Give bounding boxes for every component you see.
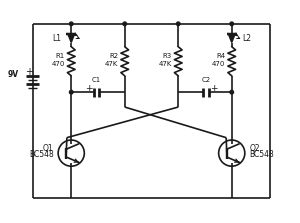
Text: +: + <box>25 67 33 77</box>
Polygon shape <box>229 34 235 43</box>
Text: 470: 470 <box>212 61 225 67</box>
Polygon shape <box>68 34 74 43</box>
Text: R1: R1 <box>56 53 65 59</box>
Text: C1: C1 <box>92 77 101 83</box>
Text: 9V: 9V <box>8 70 19 79</box>
Text: +: + <box>85 84 92 93</box>
Circle shape <box>123 22 127 26</box>
Text: L1: L1 <box>53 34 62 43</box>
Text: 47K: 47K <box>105 61 118 67</box>
Text: BC548: BC548 <box>29 150 54 159</box>
Circle shape <box>230 90 233 94</box>
Text: C2: C2 <box>202 77 211 83</box>
Text: 47K: 47K <box>158 61 172 67</box>
Circle shape <box>70 90 73 94</box>
Circle shape <box>230 22 233 26</box>
Text: L2: L2 <box>242 34 251 43</box>
Text: BC548: BC548 <box>249 150 274 159</box>
Text: Q2: Q2 <box>249 144 260 153</box>
Text: 470: 470 <box>51 61 65 67</box>
Text: Q1: Q1 <box>43 144 54 153</box>
Text: +: + <box>210 84 218 93</box>
Text: R3: R3 <box>162 53 172 59</box>
Text: R2: R2 <box>109 53 118 59</box>
Text: R4: R4 <box>216 53 225 59</box>
Circle shape <box>176 22 180 26</box>
Circle shape <box>70 22 73 26</box>
